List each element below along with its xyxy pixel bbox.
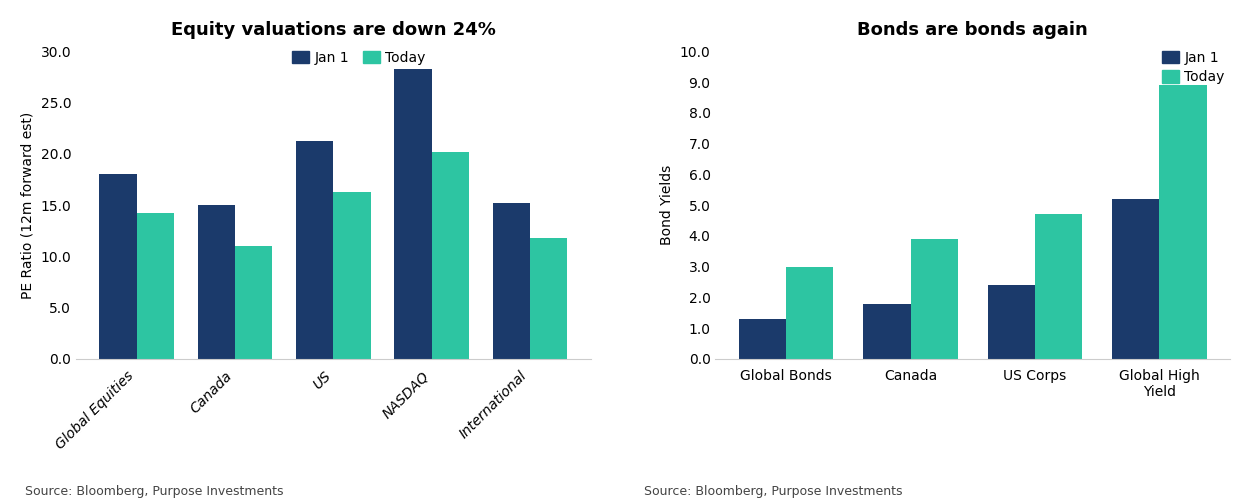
Bar [911,239,958,359]
Title: Bonds are bonds again: Bonds are bonds again [857,21,1088,39]
Bar [739,319,786,359]
Text: Source: Bloomberg, Purpose Investments: Source: Bloomberg, Purpose Investments [644,485,903,498]
Bar [786,267,833,359]
Bar [333,192,370,359]
Bar [235,246,273,359]
Bar [296,141,333,359]
Y-axis label: Bond Yields: Bond Yields [661,165,674,245]
Y-axis label: PE Ratio (12m forward est): PE Ratio (12m forward est) [21,112,35,299]
Bar [394,69,432,359]
Bar [198,205,235,359]
Bar [863,304,911,359]
Bar [432,152,469,359]
Bar [1160,86,1207,359]
Bar [99,175,136,359]
Text: Source: Bloomberg, Purpose Investments: Source: Bloomberg, Purpose Investments [25,485,284,498]
Legend: Jan 1, Today: Jan 1, Today [1156,45,1230,90]
Title: Equity valuations are down 24%: Equity valuations are down 24% [171,21,495,39]
Bar [1112,199,1160,359]
Bar [530,238,568,359]
Bar [493,203,530,359]
Bar [136,213,174,359]
Bar [1035,214,1082,359]
Bar [988,285,1035,359]
Legend: Jan 1, Today: Jan 1, Today [286,45,432,70]
